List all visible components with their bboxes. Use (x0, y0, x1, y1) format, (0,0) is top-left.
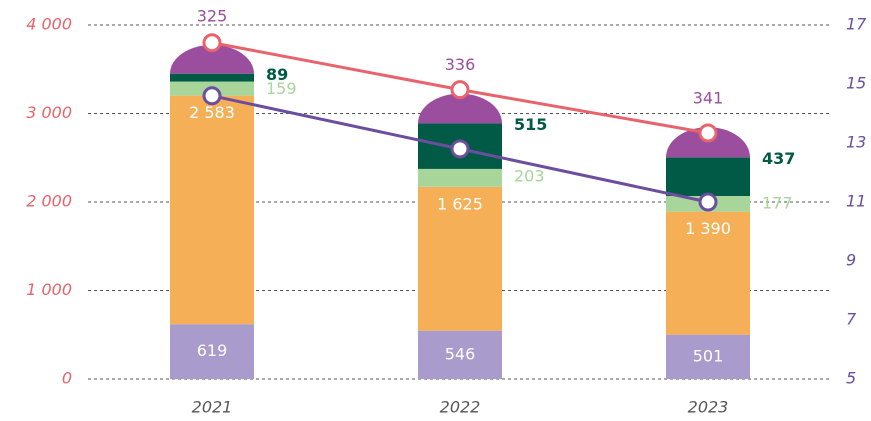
y-tick-label: 4 000 (26, 15, 72, 34)
y2-tick-label: 15 (846, 74, 866, 93)
y-tick-label: 3 000 (26, 103, 72, 122)
y-tick-label: 0 (62, 369, 72, 388)
y2-tick-label: 7 (846, 310, 857, 329)
bar-segment (666, 334, 750, 379)
y2-tick-label: 13 (846, 133, 866, 152)
data-label: 1 390 (685, 219, 731, 238)
bar-cap (170, 44, 254, 74)
bar-segment (170, 73, 254, 82)
data-label: 1 625 (437, 194, 483, 213)
data-label: 203 (514, 166, 545, 185)
bar-segment (170, 95, 254, 325)
y2-tick-label: 11 (846, 192, 866, 211)
bar-segment (418, 186, 502, 331)
data-label: 177 (762, 193, 793, 212)
data-label: 325 (197, 6, 228, 25)
line-marker (698, 192, 718, 212)
data-label: 89 (266, 65, 288, 84)
y-tick-label: 1 000 (26, 280, 72, 299)
data-label: 341 (693, 89, 724, 108)
data-label: 619 (197, 341, 228, 360)
data-label: 546 (445, 344, 476, 363)
y2-tick-label: 17 (846, 15, 867, 34)
line-marker (450, 139, 470, 159)
bar-cap (418, 93, 502, 124)
bar-segment (170, 324, 254, 379)
line-marker (698, 123, 718, 143)
data-label: 2 583 (189, 103, 235, 122)
bar-segment (666, 157, 750, 196)
x-tick-label: 2023 (688, 398, 729, 417)
bar-segment (418, 168, 502, 187)
bar-segment (418, 330, 502, 379)
data-label: 437 (762, 149, 795, 168)
data-label: 515 (514, 115, 547, 134)
y-tick-label: 2 000 (26, 192, 72, 211)
y2-tick-label: 9 (846, 251, 856, 270)
line-marker (202, 33, 222, 53)
data-label: 159 (266, 79, 297, 98)
x-tick-label: 2021 (192, 398, 233, 417)
line-marker (450, 80, 470, 100)
data-label: 336 (445, 55, 476, 74)
data-label: 501 (693, 346, 724, 365)
bar-segment (666, 211, 750, 335)
y2-tick-label: 5 (846, 369, 856, 388)
x-tick-label: 2022 (440, 398, 481, 417)
line-marker (202, 86, 222, 106)
